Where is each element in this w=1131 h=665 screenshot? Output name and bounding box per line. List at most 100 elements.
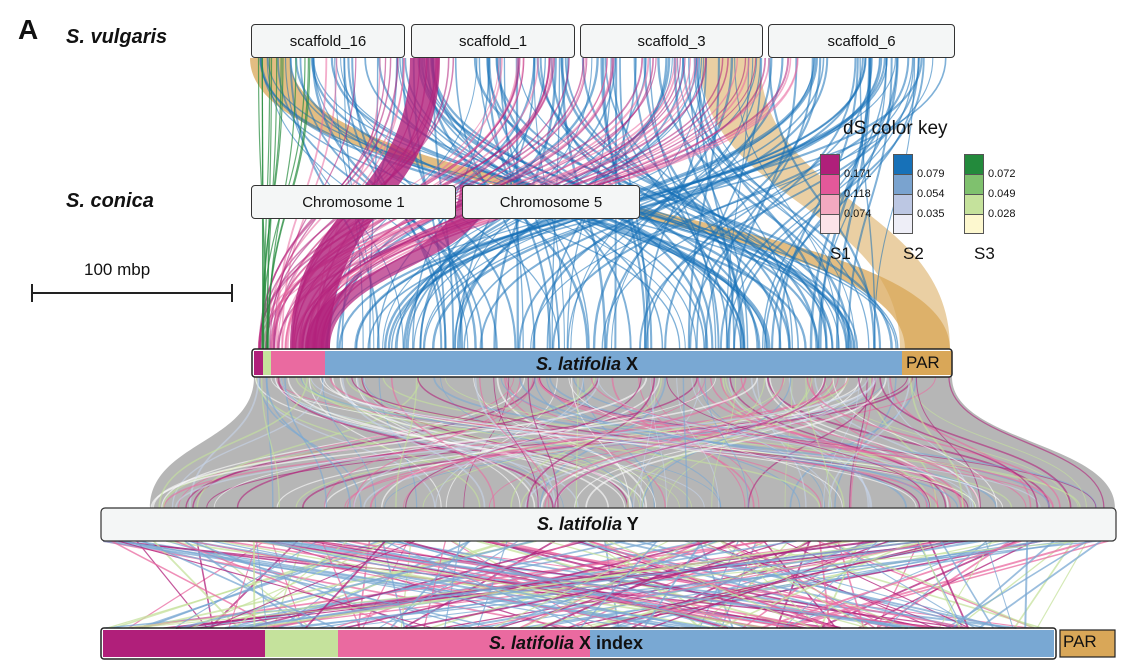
x-track-segment-s3: [263, 351, 271, 375]
synteny-link: [242, 540, 797, 629]
synteny-link: [324, 376, 534, 509]
color-key-swatch: [964, 214, 984, 234]
color-key-swatch: [893, 214, 913, 234]
synteny-link: [178, 376, 515, 509]
color-key-swatch: [893, 154, 913, 174]
synteny-link: [228, 540, 258, 629]
color-key-swatch: [820, 214, 840, 234]
synteny-link: [485, 540, 841, 629]
synteny-link: [585, 376, 887, 509]
synteny-link: [252, 540, 256, 629]
synteny-link: [173, 540, 319, 629]
synteny-link: [760, 540, 1022, 629]
synteny-link: [884, 540, 988, 629]
scaffold-box-1: scaffold_1: [411, 24, 575, 58]
chromosome-box-5: Chromosome 5: [462, 185, 640, 219]
x-track-outline: [251, 348, 953, 378]
synteny-link: [301, 376, 913, 509]
synteny-link: [341, 376, 486, 509]
panel-letter: A: [18, 14, 39, 45]
synteny-link: [568, 540, 965, 629]
synteny-link: [1024, 540, 1029, 629]
synteny-link: [579, 540, 658, 629]
synteny-link: [477, 540, 1040, 629]
chromosome-box-1: Chromosome 1: [251, 185, 456, 219]
x-index-segment-par: [1059, 629, 1116, 658]
synteny-link: [319, 376, 1004, 509]
synteny-link: [639, 57, 920, 350]
synteny-link: [361, 376, 629, 509]
synteny-link: [233, 540, 349, 629]
synteny-link: [190, 540, 656, 629]
synteny-link: [614, 540, 1006, 629]
synteny-link: [444, 376, 1079, 509]
species-label-vulgaris: S. vulgaris: [66, 26, 168, 48]
synteny-link: [353, 376, 600, 509]
synteny-link: [818, 540, 831, 629]
synteny-link: [859, 57, 876, 350]
synteny-link: [928, 540, 969, 629]
synteny-link: [834, 376, 897, 509]
x-track-label: S. latifolia X: [536, 354, 638, 375]
x-track-segment-s1-dark: [254, 351, 263, 375]
synteny-link: [607, 540, 813, 629]
synteny-link: [463, 376, 510, 509]
synteny-link: [395, 376, 418, 509]
synteny-link: [524, 376, 875, 509]
synteny-link: [284, 376, 328, 509]
color-key-value: 0.049: [988, 188, 1016, 200]
synteny-link: [684, 540, 1004, 629]
synteny-link: [417, 376, 921, 509]
x-index-label: S. latifolia X index: [489, 633, 643, 654]
synteny-link: [295, 376, 850, 509]
color-key-swatch: [820, 154, 840, 174]
synteny-link: [704, 376, 749, 509]
synteny-link: [697, 540, 907, 629]
synteny-link: [484, 540, 969, 629]
synteny-link: [572, 376, 1097, 509]
species-label-conica: S. conica: [66, 190, 154, 212]
synteny-link: [827, 376, 911, 509]
x-index-outline: [100, 627, 1057, 660]
x-track-segment-s2: [325, 351, 902, 375]
synteny-link: [335, 540, 579, 629]
color-key-swatch: [820, 174, 840, 194]
x-track-segment-s1-pink: [271, 351, 325, 375]
synteny-link: [526, 376, 656, 509]
x-track-par-label: PAR: [906, 353, 940, 372]
synteny-link: [226, 540, 923, 629]
color-key-value: 0.074: [844, 208, 872, 220]
synteny-link: [938, 540, 993, 629]
synteny-link: [666, 376, 931, 509]
scaffold-box-16: scaffold_16: [251, 24, 405, 58]
synteny-link: [209, 540, 416, 629]
synteny-link: [174, 376, 869, 509]
synteny-link: [719, 57, 898, 350]
color-key-value: 0.072: [988, 168, 1016, 180]
x-track-species: S. latifolia: [536, 354, 622, 374]
color-key-value: 0.035: [917, 208, 945, 220]
synteny-link: [847, 57, 893, 350]
synteny-link: [463, 57, 825, 350]
synteny-link: [265, 376, 351, 509]
x-index-segment-s1-dark: [103, 630, 265, 657]
synteny-link: [152, 376, 648, 509]
synteny-link: [362, 376, 722, 509]
synteny-link: [784, 540, 1109, 629]
synteny-link: [423, 540, 447, 629]
color-key-swatch: [893, 174, 913, 194]
x-index-suffix: X index: [579, 633, 644, 653]
synteny-link: [518, 57, 829, 350]
color-key-label-s3: S3: [974, 244, 995, 263]
color-key-value: 0.054: [917, 188, 945, 200]
synteny-link: [103, 540, 680, 629]
synteny-link: [727, 57, 798, 350]
synteny-link: [280, 376, 564, 509]
synteny-link: [405, 540, 842, 629]
x-index-par-label: PAR: [1063, 632, 1097, 651]
synteny-link: [440, 376, 634, 509]
color-key-swatch: [893, 194, 913, 214]
synteny-link: [492, 540, 669, 629]
synteny-link: [682, 376, 688, 509]
color-key-swatch: [964, 154, 984, 174]
